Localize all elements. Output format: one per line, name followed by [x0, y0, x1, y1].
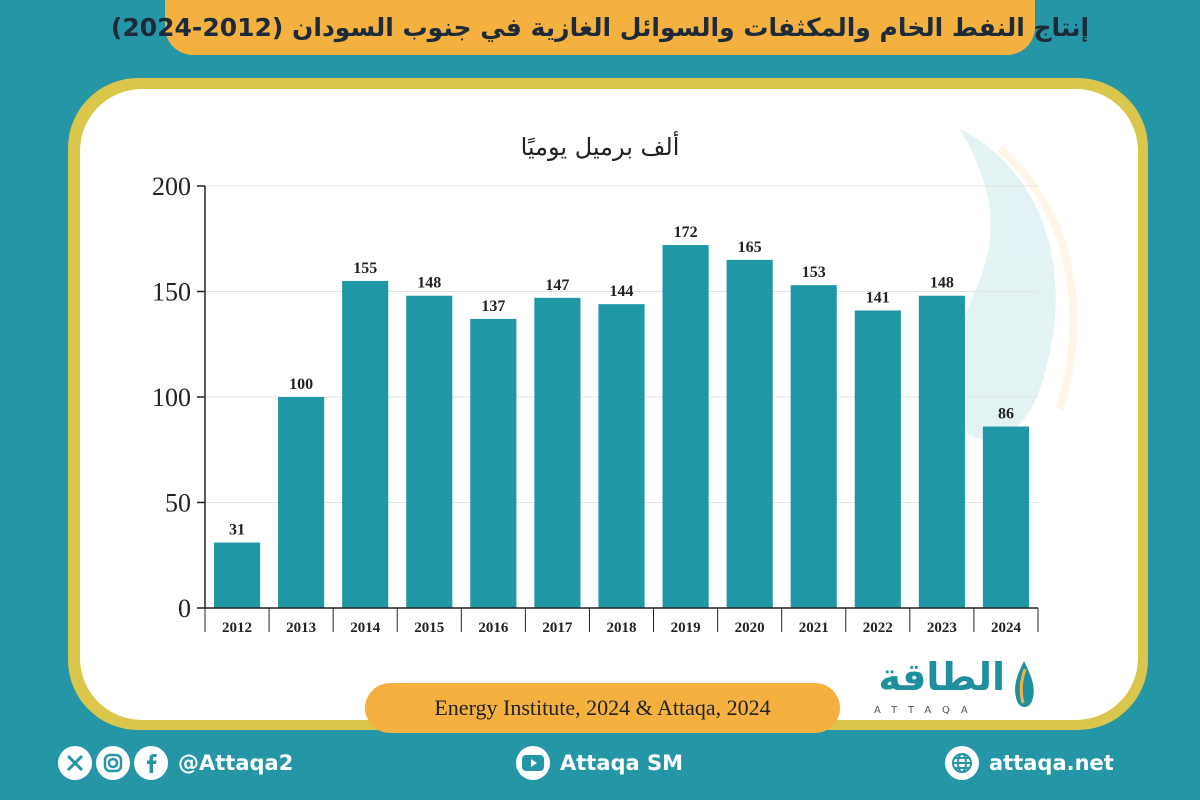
data-label: 31: [229, 522, 245, 539]
globe-icon[interactable]: [945, 746, 979, 780]
data-label: 165: [738, 239, 762, 256]
bar: [726, 259, 773, 608]
x-tick-label: 2012: [222, 620, 252, 636]
data-label: 148: [417, 275, 441, 292]
bar: [982, 426, 1030, 608]
youtube-icon[interactable]: [516, 746, 550, 780]
facebook-icon[interactable]: [134, 746, 168, 780]
source-pill: Energy Institute, 2024 & Attaqa, 2024: [365, 683, 840, 733]
logo-latin: ATTAQA: [874, 705, 979, 716]
logo-arabic: الطاقة: [878, 655, 1005, 699]
source-text: Energy Institute, 2024 & Attaqa, 2024: [434, 695, 771, 720]
bar: [406, 295, 453, 608]
bar: [918, 295, 965, 608]
website-url[interactable]: attaqa.net: [989, 751, 1114, 775]
bar: [213, 542, 261, 608]
youtube-channel[interactable]: Attaqa SM: [560, 751, 684, 775]
social-handle[interactable]: @Attaqa2: [178, 751, 294, 775]
x-tick-label: 2022: [863, 620, 893, 636]
bar: [662, 245, 709, 608]
x-tick-label: 2024: [991, 620, 1022, 636]
data-label: 144: [610, 283, 634, 300]
data-label: 100: [289, 376, 313, 393]
youtube-link[interactable]: Attaqa SM: [516, 745, 683, 781]
data-label: 153: [802, 264, 826, 281]
attaqa-logo: الطاقة ATTAQA: [858, 655, 1043, 721]
x-tick-label: 2013: [286, 620, 316, 636]
x-tick-label: 2017: [542, 620, 573, 636]
y-tick-label: 200: [152, 172, 191, 201]
x-tick-label: 2016: [478, 620, 509, 636]
data-label: 148: [930, 275, 954, 292]
data-label: 86: [998, 406, 1014, 423]
website-link[interactable]: attaqa.net: [945, 745, 1114, 781]
chart-card: 31 100 155 148 137 147 144 172 165 153 141 148 86 0 5…: [80, 89, 1138, 720]
x-tick-label: 2015: [414, 620, 444, 636]
bar: [342, 280, 389, 608]
x-tick-label: 2014: [350, 620, 381, 636]
y-tick-label: 50: [165, 489, 191, 518]
x-tick-label: 2019: [671, 620, 701, 636]
bar: [598, 304, 645, 608]
x-tick-label: 2023: [927, 620, 957, 636]
bar: [534, 297, 581, 608]
data-label: 155: [353, 260, 377, 277]
data-label: 137: [481, 298, 505, 315]
x-tick-label: 2021: [799, 620, 829, 636]
instagram-icon[interactable]: [96, 746, 130, 780]
drop-icon: [1015, 661, 1034, 707]
bar-chart: 31 100 155 148 137 147 144 172 165 153 141 148 86 0 5…: [152, 129, 1078, 636]
title-banner: إنتاج النفط الخام والمكثفات والسوائل الغ…: [111, 0, 1089, 55]
bar: [470, 318, 517, 608]
bar: [278, 397, 325, 608]
bar: [790, 285, 837, 608]
chart-title: إنتاج النفط الخام والمكثفات والسوائل الغ…: [110, 13, 1090, 42]
y-axis-label: ألف برميل يوميًا: [521, 131, 680, 161]
x-tick-label: 2020: [735, 620, 765, 636]
footer: @Attaqa2 Attaqa SM attaqa.net: [0, 735, 1200, 795]
y-tick-label: 100: [152, 383, 191, 412]
x-icon[interactable]: [58, 746, 92, 780]
data-label: 172: [674, 224, 698, 241]
data-label: 141: [866, 289, 890, 306]
y-tick-label: 150: [152, 278, 191, 307]
x-tick-label: 2018: [607, 620, 637, 636]
watermark-decoration: [949, 129, 1078, 440]
y-tick-label: 0: [178, 594, 191, 623]
social-links: @Attaqa2: [58, 745, 293, 781]
data-label: 147: [545, 277, 569, 294]
bar: [854, 310, 901, 608]
